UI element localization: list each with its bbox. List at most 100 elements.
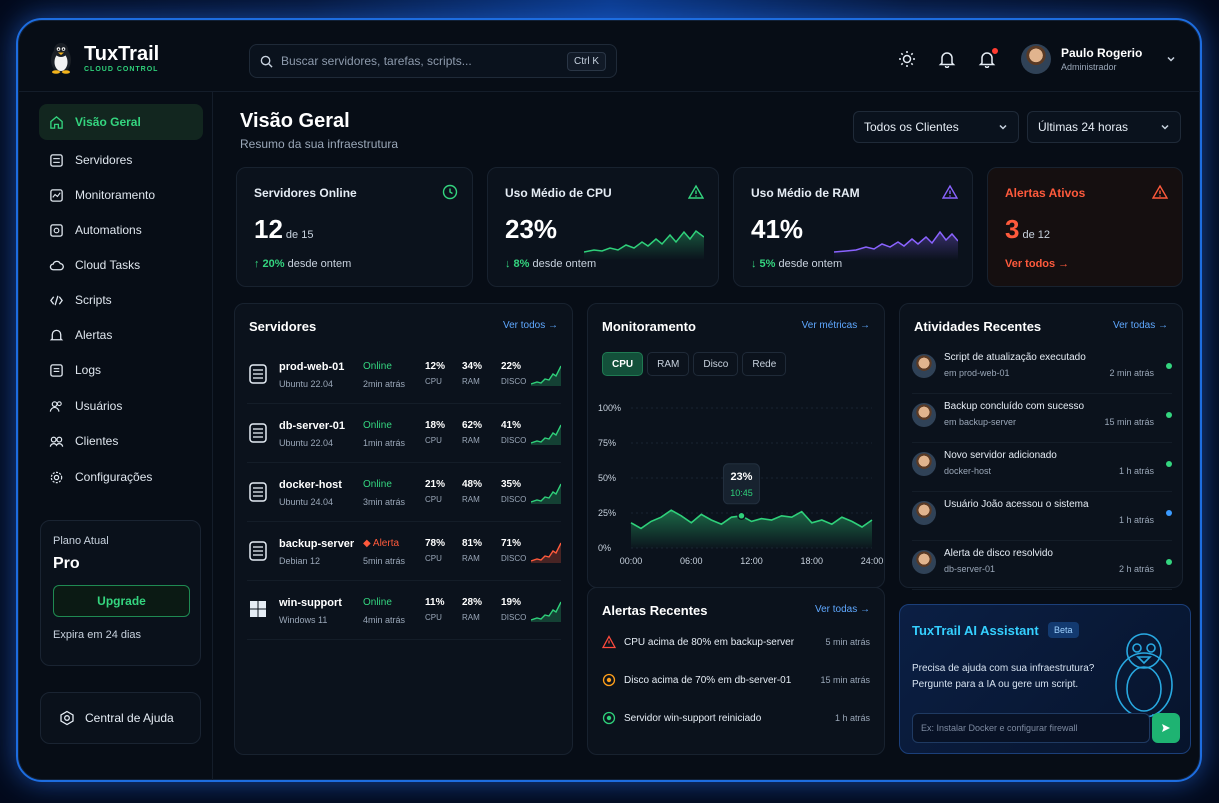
ai-description: Precisa de ajuda com sua infraestrutura?…	[912, 663, 1095, 690]
monitoring-metrics-link[interactable]: Ver métricas →	[801, 320, 870, 331]
search-bar[interactable]: Buscar servidores, tarefas, scripts... C…	[249, 44, 617, 78]
activity-row[interactable]: Script de atualização executado em prod-…	[912, 344, 1172, 394]
stat-card-cpu[interactable]: Uso Médio de CPU 23% ↓ 8% desde ontem	[487, 167, 719, 287]
server-name[interactable]: docker-host	[279, 479, 342, 491]
cpu-metric: 78% CPU	[425, 538, 446, 563]
cpu-metric: 11% CPU	[425, 597, 445, 622]
logo[interactable]: TuxTrail CLOUD CONTROL	[48, 42, 159, 74]
alerts-see-all-link[interactable]: Ver todas →	[814, 604, 870, 615]
last-seen: 4min atrás	[363, 615, 406, 625]
servers-see-all-link[interactable]: Ver todos →	[502, 320, 558, 331]
disk-alert-icon	[602, 673, 616, 687]
chevron-down-icon	[1161, 124, 1169, 130]
server-icon	[249, 364, 267, 384]
stat-card-ram[interactable]: Uso Médio de RAM 41% ↓ 5% desde ontem	[733, 167, 973, 287]
bell-icon[interactable]	[938, 50, 956, 69]
highlight-point[interactable]	[737, 511, 746, 521]
sidebar-item-monitoramento[interactable]: Monitoramento	[39, 177, 203, 213]
y-tick-label: 50%	[598, 473, 616, 483]
user-menu[interactable]: Paulo Rogerio Administrador	[1021, 44, 1176, 74]
x-tick-label: 00:00	[620, 556, 643, 566]
alert-time: 5 min atrás	[825, 637, 870, 647]
avatar	[912, 550, 936, 574]
help-center-button[interactable]: Central de Ajuda	[40, 692, 201, 744]
search-icon	[260, 55, 273, 68]
range-filter[interactable]: Últimas 24 horas	[1027, 111, 1181, 143]
status-dot	[1166, 412, 1172, 418]
stat-card-servers-online[interactable]: Servidores Online 12 de 15 ↑ 20% desde on…	[236, 167, 473, 287]
y-tick-label: 75%	[598, 438, 616, 448]
app-window: TuxTrail CLOUD CONTROL Buscar servidores…	[16, 18, 1202, 782]
search-input[interactable]: Buscar servidores, tarefas, scripts...	[281, 54, 472, 68]
sidebar-item-clientes[interactable]: Clientes	[39, 423, 203, 459]
activity-row[interactable]: Backup concluído com sucesso em backup-s…	[912, 393, 1172, 443]
activities-see-all-link[interactable]: Ver todas →	[1112, 320, 1168, 331]
panel-title: Monitoramento	[602, 319, 696, 334]
activity-row[interactable]: Usuário João acessou o sistema 1 h atrás	[912, 491, 1172, 541]
server-row[interactable]: prod-web-01 Ubuntu 22.04 Online 2min atr…	[247, 346, 561, 404]
server-name[interactable]: db-server-01	[279, 420, 346, 432]
ai-prompt-input[interactable]: Ex: Instalar Docker e configurar firewal…	[912, 713, 1150, 743]
stat-value: 12 de 15	[254, 214, 314, 244]
y-tick-label: 0%	[598, 543, 611, 553]
server-os: Ubuntu 22.04	[279, 379, 334, 389]
server-icon	[249, 541, 267, 561]
status-badge: Online	[363, 361, 392, 372]
sidebar-item-automations[interactable]: Automations	[39, 212, 203, 248]
sidebar-item-label: Logs	[75, 363, 102, 377]
server-sparkline	[531, 483, 561, 504]
clients-filter-value: Todos os Clientes	[864, 120, 959, 134]
sidebar-item-usuarios[interactable]: Usuários	[39, 388, 203, 424]
notification-badge	[991, 47, 999, 55]
x-tick-label: 06:00	[680, 556, 703, 566]
tab-rede[interactable]: Rede	[742, 352, 787, 376]
server-name[interactable]: win-support	[279, 597, 342, 609]
activity-row[interactable]: Novo servidor adicionado docker-host 1 h…	[912, 442, 1172, 492]
help-icon	[60, 710, 74, 726]
theme-toggle-icon[interactable]	[898, 50, 916, 68]
sidebar-item-alertas[interactable]: Alertas	[39, 317, 203, 353]
server-name[interactable]: backup-server	[279, 538, 355, 550]
server-name[interactable]: prod-web-01	[279, 361, 345, 373]
sidebar-item-cloud-tasks[interactable]: Cloud Tasks	[39, 247, 203, 283]
tab-cpu[interactable]: CPU	[602, 352, 644, 376]
sidebar-item-servidores[interactable]: Servidores	[39, 142, 203, 178]
server-row[interactable]: db-server-01 Ubuntu 22.04 Online 1min at…	[247, 405, 561, 463]
alerts-bell-icon[interactable]	[978, 47, 999, 69]
see-all-alerts-link[interactable]: Ver todos →	[1005, 258, 1070, 270]
stat-title: Uso Médio de RAM	[751, 186, 860, 200]
server-os: Windows 11	[279, 615, 328, 625]
server-row[interactable]: docker-host Ubuntu 24.04 Online 3min atr…	[247, 464, 561, 522]
sidebar-item-label: Monitoramento	[75, 188, 156, 202]
last-seen: 1min atrás	[363, 438, 406, 448]
server-row[interactable]: backup-server Debian 12 ◆ Alerta 5min at…	[247, 523, 561, 581]
ram-metric: 62% RAM	[462, 420, 483, 445]
upgrade-button[interactable]: Upgrade	[53, 585, 190, 617]
server-row[interactable]: win-support Windows 11 Online 4min atrás…	[247, 582, 561, 640]
monitoring-chart: 0% 25% 50% 75% 100% 00:00 06:00 12:00 18:00 24:00…	[598, 403, 883, 566]
avatar	[912, 452, 936, 476]
sidebar-item-scripts[interactable]: Scripts	[39, 282, 203, 318]
status-badge: Online	[363, 479, 392, 490]
sidebar-item-visao-geral[interactable]: Visão Geral	[39, 104, 203, 140]
stat-value: 23%	[505, 214, 558, 244]
sidebar-item-configuracoes[interactable]: Configurações	[39, 459, 203, 495]
activity-title: Script de atualização executado	[944, 352, 1086, 363]
cloud-icon	[49, 260, 64, 270]
stat-card-alerts[interactable]: Alertas Ativos 3 de 12 Ver todos →	[987, 167, 1183, 287]
activity-time: 2 min atrás	[1109, 368, 1154, 378]
cpu-area	[631, 510, 872, 548]
sidebar-item-logs[interactable]: Logs	[39, 352, 203, 388]
search-shortcut: Ctrl K	[567, 51, 606, 71]
server-sparkline	[531, 542, 561, 563]
activity-row[interactable]: Alerta de disco resolvido db-server-01 2…	[912, 540, 1172, 590]
tab-ram[interactable]: RAM	[647, 352, 690, 376]
tab-disco[interactable]: Disco	[693, 352, 739, 376]
cpu-metric: 12% CPU	[425, 361, 446, 386]
alert-row[interactable]: Disco acima de 70% em db-server-01 15 mi…	[602, 662, 870, 698]
alert-row[interactable]: Servidor win-support reiniciado 1 h atrá…	[602, 700, 870, 736]
header-actions	[898, 47, 999, 69]
send-button[interactable]	[1152, 713, 1180, 743]
clients-filter[interactable]: Todos os Clientes	[853, 111, 1019, 143]
alert-row[interactable]: CPU acima de 80% em backup-server 5 min …	[602, 624, 870, 660]
